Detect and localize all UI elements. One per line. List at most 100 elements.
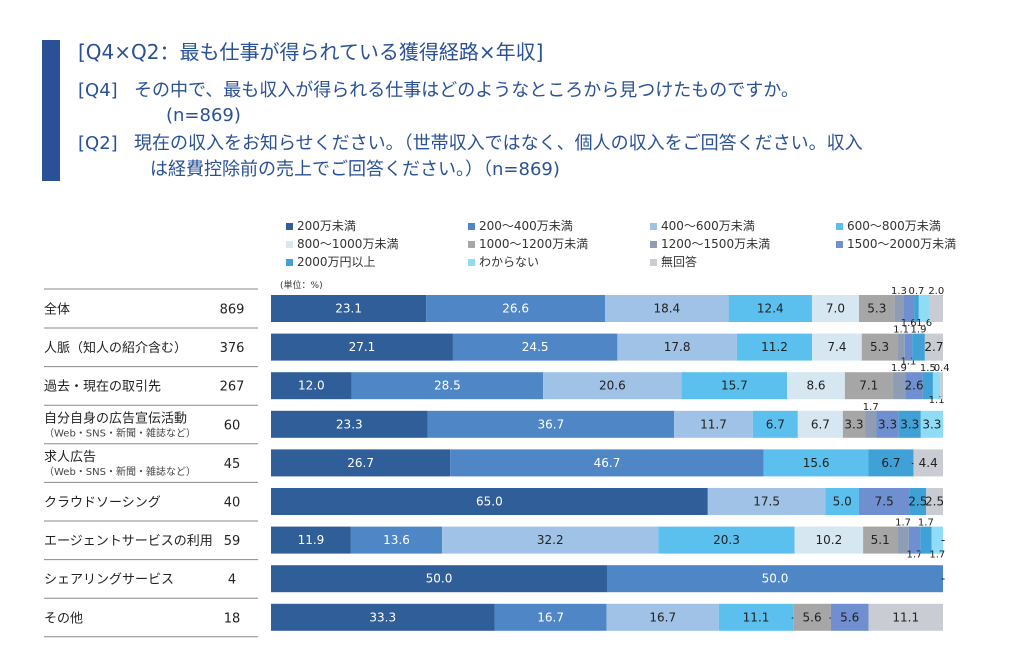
bar-segment <box>926 488 943 515</box>
bar-segment <box>271 603 495 631</box>
data-label: 18.4 <box>653 302 680 316</box>
data-label: 36.7 <box>538 417 565 431</box>
data-label: 1.9 <box>911 325 927 336</box>
bar-segment <box>793 603 831 631</box>
bar-segment <box>931 526 943 554</box>
bar-segment <box>859 488 910 515</box>
row-label: シェアリングサービス <box>44 573 174 588</box>
data-label: 6.7 <box>811 417 830 431</box>
bar-segment <box>844 372 893 400</box>
legend-swatch <box>286 259 293 266</box>
data-label: 13.6 <box>383 533 410 547</box>
bar-segment <box>929 295 943 322</box>
row-n: 267 <box>220 380 245 395</box>
data-label: - <box>941 533 945 547</box>
data-label: 5.0 <box>833 495 852 509</box>
data-label: 50.0 <box>762 572 789 586</box>
data-label: 1.1 <box>900 357 916 368</box>
bar-segment <box>271 410 428 438</box>
legend-swatch <box>836 241 843 248</box>
bar-segment <box>868 449 914 477</box>
bar-segment <box>351 372 544 400</box>
legend-label: 200万未満 <box>297 219 356 233</box>
data-label: 20.6 <box>599 379 626 393</box>
page-title: [Q4×Q2：最も仕事が得られている獲得経路×年収] <box>78 40 544 64</box>
bar-segment <box>865 410 877 438</box>
row-label: その他 <box>44 611 83 626</box>
data-label: 1.6 <box>901 318 917 329</box>
data-label: 5.6 <box>803 610 822 624</box>
legend-label: 400～600万未満 <box>661 219 755 233</box>
bar-segment <box>797 410 843 438</box>
legend-swatch <box>286 223 293 230</box>
bar-segment <box>920 526 932 554</box>
legend-label: 600～800万未満 <box>847 219 941 233</box>
bar-segment <box>543 372 682 400</box>
row-label: クラウドソーシング <box>44 496 161 511</box>
data-label: 1.9 <box>891 363 907 374</box>
data-label: 1.3 <box>891 286 907 297</box>
data-label: 0.7 <box>909 286 925 297</box>
bar-segment <box>905 372 923 400</box>
data-label: 1.5 <box>920 363 936 374</box>
bar-segment <box>442 526 659 554</box>
data-label: 1.7 <box>895 518 911 529</box>
bar-segment <box>736 333 813 361</box>
data-label: 17.5 <box>753 495 780 509</box>
legend-swatch <box>650 259 657 266</box>
row-n: 4 <box>228 573 236 588</box>
q2-label: [Q2] <box>78 133 118 154</box>
data-label: 10.2 <box>816 533 843 547</box>
bar-segment <box>350 526 443 554</box>
data-label: - <box>941 572 945 586</box>
data-label: 6.7 <box>766 417 785 431</box>
bar-segment <box>897 333 905 361</box>
bar-segment <box>908 526 921 554</box>
legend-label: 1500～2000万未満 <box>847 237 956 251</box>
bar-segment <box>898 410 921 438</box>
bar-segment <box>863 526 898 554</box>
data-label: 32.2 <box>537 533 564 547</box>
bar-segment <box>617 333 737 361</box>
legend-label: 無回答 <box>661 254 697 269</box>
data-label: 12.0 <box>298 379 325 393</box>
bar-segment <box>604 295 729 322</box>
data-label: 2.5 <box>908 495 927 509</box>
legend-label: 800～1000万未満 <box>297 237 398 251</box>
bar-segment <box>427 410 675 438</box>
bar-segment <box>932 372 941 400</box>
data-label: 11.9 <box>298 533 325 547</box>
data-label: 7.4 <box>827 340 846 354</box>
data-label: 5.6 <box>840 610 859 624</box>
row-label: 人脈（知人の紹介含む） <box>44 340 187 356</box>
row-label: 全体 <box>44 302 70 318</box>
bar-segment <box>811 295 859 322</box>
data-label: 5.3 <box>867 302 886 316</box>
bar-segment <box>913 449 943 477</box>
legend-swatch <box>468 241 475 248</box>
data-label: 33.3 <box>369 610 396 624</box>
data-label: 1.7 <box>929 550 945 561</box>
bar-segment <box>728 295 812 322</box>
q4-sample-size: (n=869) <box>166 105 241 126</box>
bar-segment <box>812 333 862 361</box>
data-label: 8.6 <box>806 379 825 393</box>
bar-segment <box>794 526 864 554</box>
question-q4: [Q4] その中で、最も収入が得られる仕事はどのようなところから見つけたものですか… <box>78 78 799 103</box>
bar-segment <box>830 603 869 631</box>
bar-segment <box>918 295 930 322</box>
bar-segment <box>859 295 895 322</box>
bar-segment <box>787 372 845 400</box>
data-label: 1.7 <box>863 402 879 413</box>
legend-swatch <box>468 223 475 230</box>
data-label: 11.1 <box>743 610 770 624</box>
bar-segment <box>271 565 607 593</box>
data-label: 15.6 <box>803 456 830 470</box>
q4-text: その中で、最も収入が得られる仕事はどのようなところから見つけたものですか。 <box>134 80 799 101</box>
bar-segment <box>607 565 943 593</box>
row-n: 59 <box>224 534 241 549</box>
row-n: 18 <box>224 611 241 626</box>
legend-swatch <box>468 259 475 266</box>
data-label: 5.3 <box>870 340 889 354</box>
bar-segment <box>658 526 795 554</box>
